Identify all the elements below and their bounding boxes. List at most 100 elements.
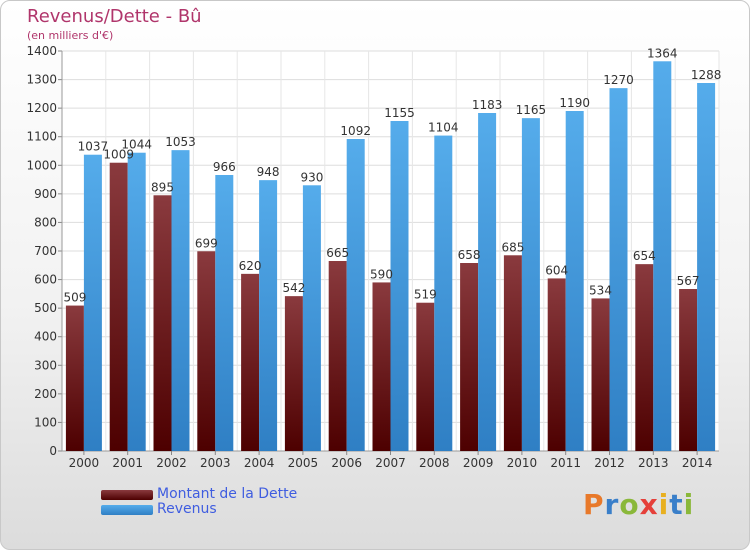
legend-swatch-debt <box>101 490 153 500</box>
y-tick-label: 0 <box>49 444 57 458</box>
y-tick-label: 100 <box>34 415 57 429</box>
logo-letter: t <box>669 488 684 521</box>
data-label-debt: 542 <box>282 281 305 295</box>
data-label-debt: 1009 <box>103 148 134 162</box>
x-tick-label: 2011 <box>550 456 581 470</box>
bar-debt <box>65 305 84 451</box>
x-tick-label: 2004 <box>244 456 275 470</box>
bar-revenue <box>565 111 584 451</box>
bar-debt <box>591 298 610 451</box>
logo-letter: r <box>604 488 620 521</box>
data-label-revenue: 1190 <box>559 96 590 110</box>
bar-revenue <box>390 121 409 451</box>
data-label-debt: 654 <box>633 249 656 263</box>
data-label-revenue: 1037 <box>78 140 109 154</box>
data-label-debt: 620 <box>239 259 262 273</box>
bar-debt <box>679 289 698 451</box>
y-tick-label: 500 <box>34 301 57 315</box>
y-tick-label: 200 <box>34 387 57 401</box>
bar-revenue <box>302 185 321 452</box>
x-tick-label: 2003 <box>200 456 231 470</box>
x-tick-label: 2007 <box>375 456 406 470</box>
bar-debt <box>328 261 347 451</box>
chart-subtitle: (en milliers d'€) <box>27 29 114 42</box>
logo-letter: o <box>619 488 640 521</box>
x-tick-label: 2010 <box>507 456 538 470</box>
bar-revenue <box>259 180 278 451</box>
legend-label-debt: Montant de la Dette <box>157 486 298 502</box>
bar-debt <box>460 263 479 451</box>
bar-debt <box>284 296 303 451</box>
y-tick-label: 600 <box>34 273 57 287</box>
data-label-debt: 567 <box>677 274 700 288</box>
x-tick-label: 2012 <box>594 456 625 470</box>
bar-revenue <box>127 152 146 451</box>
data-label-revenue: 966 <box>213 160 236 174</box>
data-label-revenue: 1092 <box>340 124 371 138</box>
bar-revenue <box>434 135 453 452</box>
y-tick-label: 1000 <box>26 158 57 172</box>
data-label-revenue: 1155 <box>384 106 415 120</box>
data-label-revenue: 1288 <box>691 68 722 82</box>
bar-revenue <box>521 118 540 452</box>
bar-revenue <box>171 150 190 451</box>
logo-letter: i <box>683 488 695 521</box>
bar-debt <box>109 162 128 451</box>
bar-debt <box>416 302 435 451</box>
bar-debt <box>503 255 522 451</box>
data-label-revenue: 1044 <box>121 138 152 152</box>
bar-revenue <box>83 154 102 451</box>
data-label-debt: 895 <box>151 180 174 194</box>
data-label-debt: 509 <box>63 291 86 305</box>
bar-debt <box>635 264 654 451</box>
bar-revenue <box>697 83 716 451</box>
x-tick-label: 2009 <box>463 456 494 470</box>
bar-debt <box>197 251 216 451</box>
y-tick-label: 700 <box>34 244 57 258</box>
bar-revenue <box>653 61 672 452</box>
y-tick-label: 800 <box>34 215 57 229</box>
data-label-revenue: 1270 <box>603 73 634 87</box>
y-tick-label: 400 <box>34 330 57 344</box>
data-label-revenue: 1183 <box>472 98 503 112</box>
proxiti-logo: Proxiti <box>583 488 694 521</box>
data-label-revenue: 930 <box>300 170 323 184</box>
x-tick-label: 2014 <box>682 456 713 470</box>
bar-revenue <box>346 139 365 451</box>
logo-letter: i <box>658 488 670 521</box>
data-label-debt: 534 <box>589 283 612 297</box>
bar-revenue <box>478 113 497 451</box>
x-tick-label: 2013 <box>638 456 669 470</box>
data-label-debt: 604 <box>545 263 568 277</box>
logo-letter: P <box>583 488 605 521</box>
data-label-debt: 699 <box>195 236 218 250</box>
y-tick-label: 900 <box>34 187 57 201</box>
legend-label-revenue: Revenus <box>157 501 217 517</box>
chart-title: Revenus/Dette - Bû <box>27 6 202 27</box>
data-label-revenue: 948 <box>257 165 280 179</box>
x-tick-label: 2001 <box>112 456 143 470</box>
data-label-debt: 685 <box>501 240 524 254</box>
x-tick-label: 2002 <box>156 456 187 470</box>
data-label-revenue: 1165 <box>516 103 547 117</box>
bar-debt <box>372 282 391 451</box>
legend-swatch-revenue <box>101 505 153 515</box>
data-label-revenue: 1104 <box>428 121 459 135</box>
bar-revenue <box>215 175 234 451</box>
logo-letter: x <box>639 488 659 521</box>
data-label-revenue: 1053 <box>165 135 196 149</box>
y-tick-label: 300 <box>34 358 57 372</box>
bar-debt <box>241 273 260 451</box>
x-tick-label: 2000 <box>69 456 100 470</box>
data-label-debt: 658 <box>458 248 481 262</box>
x-tick-label: 2008 <box>419 456 450 470</box>
y-tick-label: 1200 <box>26 101 57 115</box>
data-label-debt: 519 <box>414 288 437 302</box>
y-tick-label: 1300 <box>26 73 57 87</box>
data-label-debt: 665 <box>326 246 349 260</box>
x-tick-label: 2005 <box>288 456 319 470</box>
y-tick-label: 1100 <box>26 130 57 144</box>
bar-debt <box>153 195 172 451</box>
